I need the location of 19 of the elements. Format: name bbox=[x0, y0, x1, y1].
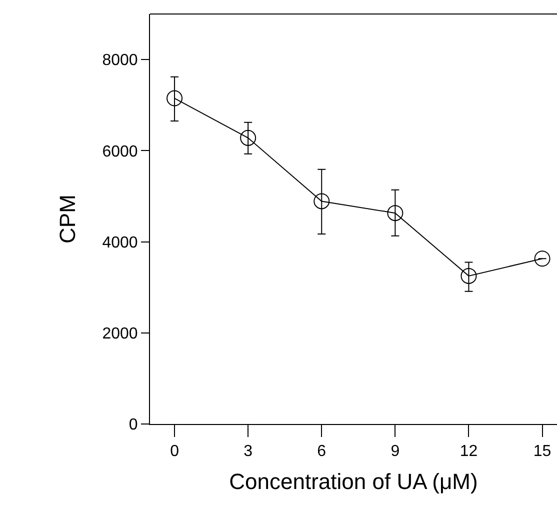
point bbox=[314, 193, 330, 210]
y-tick-label: 8000 bbox=[102, 52, 138, 70]
y-tick-label: 0 bbox=[128, 416, 138, 434]
y-tick-label: 2000 bbox=[102, 325, 138, 342]
y-tick-label: 6000 bbox=[102, 143, 138, 160]
point bbox=[534, 250, 550, 267]
x-tick-label: 12 bbox=[460, 443, 478, 460]
x-axis-title: Concentration of UA (μM) bbox=[229, 469, 478, 494]
x-tick-label: 3 bbox=[244, 443, 253, 460]
point bbox=[166, 90, 183, 106]
point bbox=[387, 205, 404, 222]
y-tick-label: 4000 bbox=[102, 234, 138, 252]
x-tick-label: 0 bbox=[170, 443, 180, 460]
point bbox=[240, 130, 256, 146]
y-axis-title: CPM bbox=[55, 194, 80, 244]
x-tick-label: 9 bbox=[390, 443, 400, 460]
x-tick-label: 15 bbox=[533, 443, 552, 460]
point bbox=[460, 268, 477, 284]
x-tick-label: 6 bbox=[317, 443, 326, 460]
